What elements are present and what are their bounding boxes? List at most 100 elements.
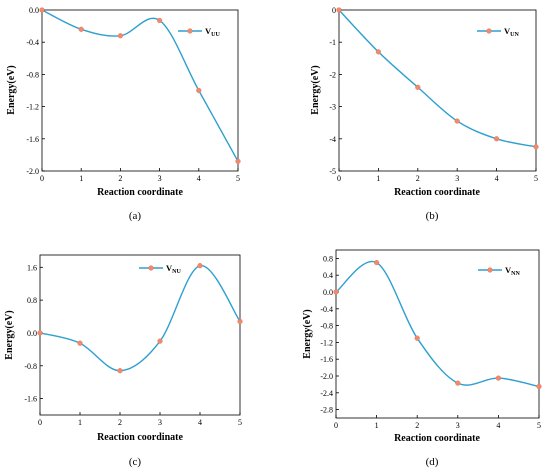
data-point (157, 17, 163, 24)
y-axis-label: Energy(eV) (310, 65, 321, 114)
data-point (117, 368, 123, 374)
data-point (157, 338, 163, 344)
data-point (494, 136, 500, 142)
y-tick-label: 1.6 (27, 263, 37, 272)
x-tick-label: 3 (456, 421, 460, 430)
x-tick-label: 0 (40, 174, 44, 183)
y-tick-label: -1.6 (24, 395, 37, 404)
y-axis: 0.8 0.4 0.0 -0.4 -0.8 -1.2 -1.6 -2.0 -2.4 -2.8 (320, 254, 339, 415)
data-point (536, 383, 542, 390)
y-tick-label: -2.0 (320, 372, 333, 381)
y-tick-label: -2.4 (320, 389, 333, 398)
data-point (39, 7, 45, 13)
x-tick-label: 5 (238, 418, 242, 427)
x-axis-label: Reaction coordinate (394, 187, 480, 198)
legend-name: V (504, 26, 511, 36)
x-tick-label: 3 (158, 174, 162, 183)
data-point (78, 26, 84, 32)
data-points (39, 7, 241, 164)
y-tick-label: -1.6 (26, 135, 39, 144)
y-tick-label: -0.4 (26, 38, 39, 47)
legend-name: V (166, 263, 173, 273)
x-tick-label: 2 (415, 421, 419, 430)
data-point (336, 7, 342, 13)
x-tick-label: 0 (334, 421, 338, 430)
data-point (415, 84, 421, 90)
x-tick-label: 5 (236, 174, 240, 183)
legend-marker (486, 28, 492, 34)
panel-label: (a) (129, 210, 142, 222)
legend: VUU (178, 26, 220, 38)
data-point (374, 260, 380, 266)
legend-name: V (505, 265, 512, 275)
x-tick-label: 1 (376, 174, 380, 183)
data-point (414, 335, 420, 341)
x-tick-label: 2 (118, 174, 122, 183)
y-tick-label: 0 (332, 6, 336, 15)
x-axis: 0 1 2 3 4 5 (40, 168, 240, 183)
y-tick-label: -2.8 (320, 406, 333, 415)
x-tick-label: 0 (38, 418, 42, 427)
data-point (235, 158, 241, 164)
data-point (333, 289, 339, 295)
panel-b: 0 1 2 3 4 5 0 -1 -2 -3 -4 -5 VUN Energy(eV) Reacti… (310, 6, 539, 222)
x-tick-label: 5 (534, 174, 538, 183)
y-axis-label: Energy(eV) (302, 309, 313, 358)
y-tick-label: 0.8 (27, 296, 37, 305)
x-tick-label: 5 (537, 421, 541, 430)
panel-a: 0 1 2 3 4 5 0.0 -0.4 -0.8 -1.2 -1.6 -2.0 VUU Energ… (6, 6, 241, 222)
data-points (336, 7, 539, 150)
x-axis-label: Reaction coordinate (394, 433, 480, 444)
x-axis-label: Reaction coordinate (97, 187, 183, 198)
data-point (197, 263, 203, 269)
legend-entry: VUN (504, 26, 519, 38)
x-tick-label: 1 (79, 174, 83, 183)
legend-entry: VNU (166, 263, 181, 275)
y-tick-label: 0.0 (323, 288, 333, 297)
series-line (335, 260, 540, 388)
plot-frame (335, 249, 540, 419)
legend-marker (148, 265, 154, 271)
legend-entry: VNN (505, 265, 520, 277)
x-tick-label: 4 (197, 174, 201, 183)
y-tick-label: -4 (329, 135, 336, 144)
x-tick-label: 4 (198, 418, 202, 427)
data-points (37, 263, 243, 374)
x-tick-label: 1 (78, 418, 82, 427)
x-tick-label: 1 (375, 421, 379, 430)
x-tick-label: 4 (495, 174, 499, 183)
data-point (37, 330, 43, 336)
y-tick-label: -3 (329, 103, 336, 112)
panel-label: (c) (129, 456, 142, 468)
y-tick-label: -1.2 (26, 103, 39, 112)
x-tick-label: 0 (337, 174, 341, 183)
y-tick-label: 0.8 (323, 254, 333, 263)
x-tick-label: 3 (455, 174, 459, 183)
series-line (338, 9, 537, 148)
legend-subscript: NU (172, 269, 181, 275)
x-axis: 0 1 2 3 4 5 (334, 415, 541, 430)
legend-subscript: NN (511, 271, 520, 277)
legend-name: V (205, 26, 212, 36)
y-tick-label: -0.8 (320, 322, 333, 331)
x-tick-label: 2 (416, 174, 420, 183)
y-tick-label: -1 (329, 38, 336, 47)
x-tick-label: 4 (496, 421, 500, 430)
legend-entry: VUU (205, 26, 220, 38)
x-axis-label: Reaction coordinate (97, 432, 183, 443)
series-line (39, 264, 241, 372)
y-axis-label: Energy(eV) (4, 310, 15, 359)
x-tick-label: 2 (118, 418, 122, 427)
y-tick-label: -2 (329, 70, 336, 79)
y-tick-label: 0.0 (27, 329, 37, 338)
panel-label: (d) (426, 456, 439, 468)
data-point (117, 33, 124, 39)
legend-subscript: UN (510, 32, 519, 38)
y-tick-label: -1.2 (320, 338, 333, 347)
y-tick-label: -0.4 (320, 305, 333, 314)
y-tick-label: 0.0 (29, 6, 39, 15)
legend: VNN (478, 265, 520, 277)
data-point (196, 87, 202, 94)
